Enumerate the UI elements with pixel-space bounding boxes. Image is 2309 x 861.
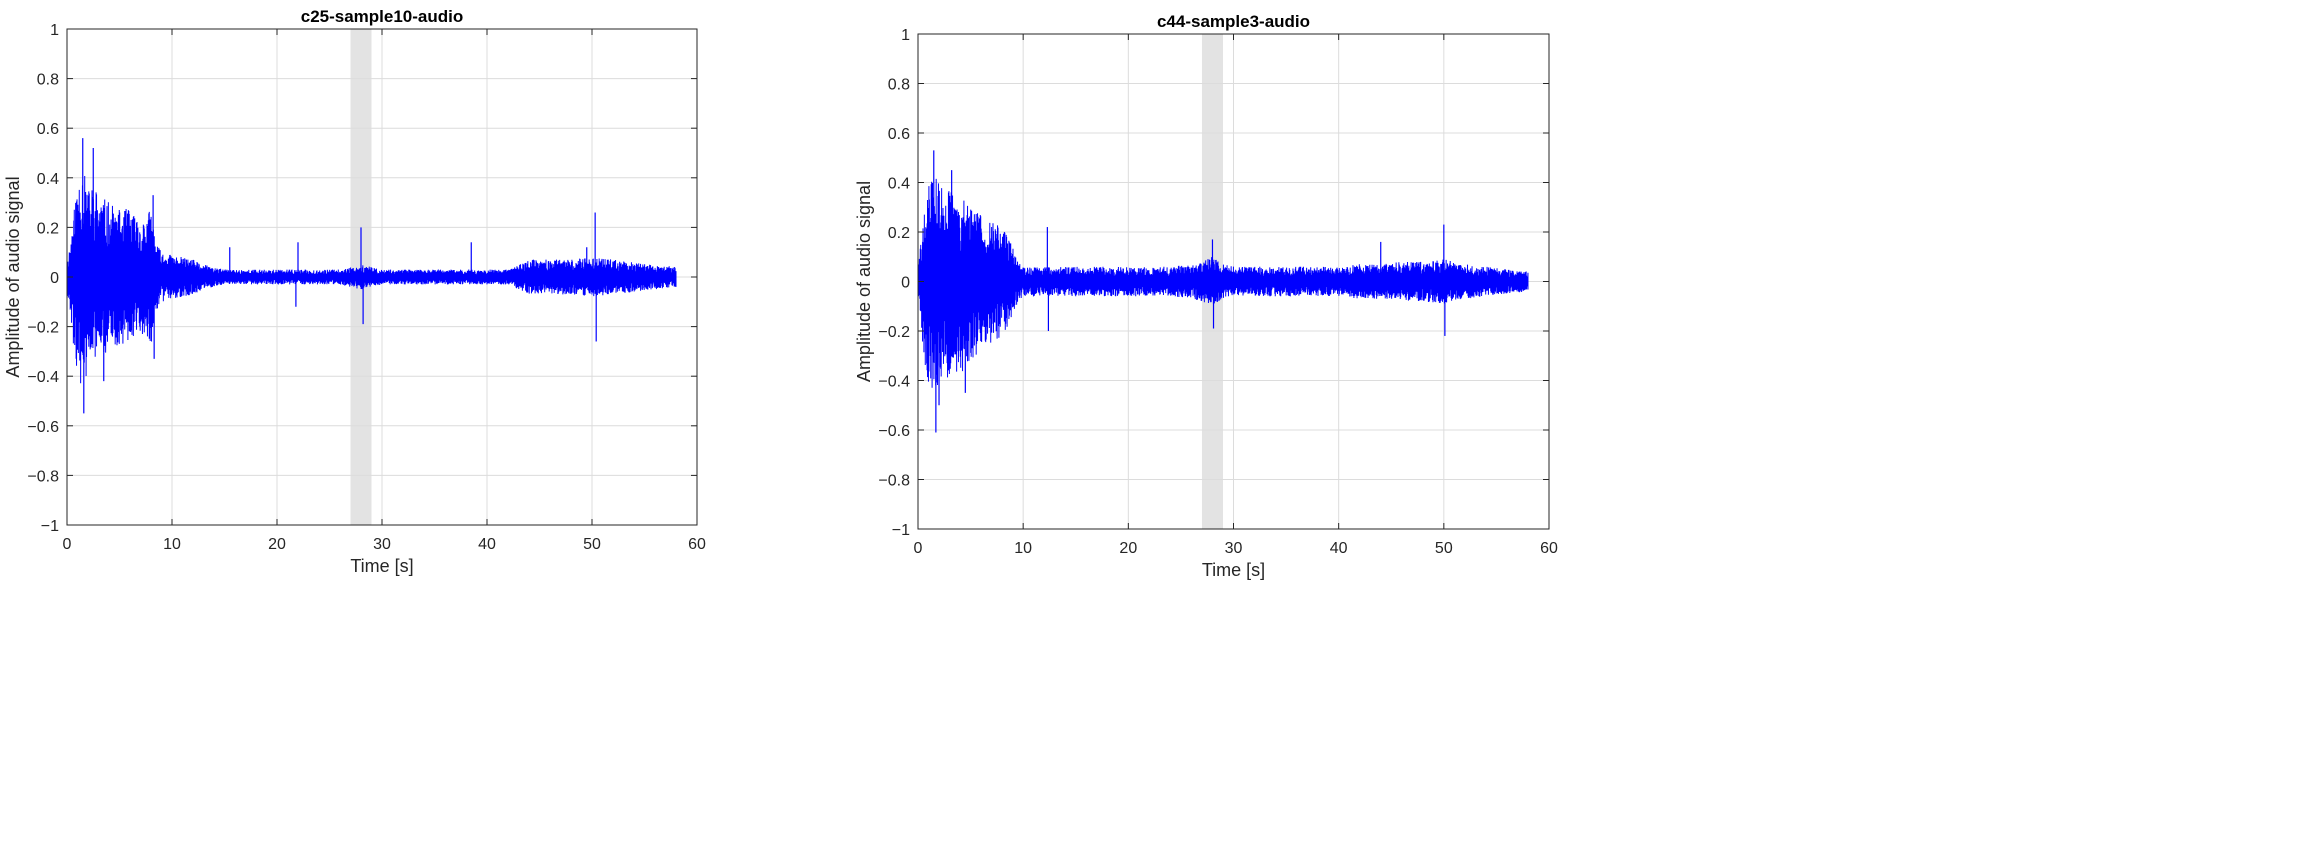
- y-axis-label: Amplitude of audio signal: [854, 181, 874, 382]
- chart-left: 0 10 20 30 40 50 60 1 0.8 0.6 0.4 0.2 0 −0.2 −0.4 −0.6 −…: [3, 7, 706, 576]
- chart-title: c44-sample3-audio: [1157, 12, 1310, 31]
- y-tick-label: 0.6: [37, 121, 59, 138]
- y-tick-label: −0.4: [878, 374, 910, 391]
- y-tick-label: 0: [50, 270, 59, 287]
- y-tick-label: −0.8: [878, 473, 910, 490]
- chart-left-panel: 0 10 20 30 40 50 60 1 0.8 0.6 0.4 0.2 0 −0.2 −0.4 −0.6−…: [0, 0, 1040, 856]
- x-tick-label: 60: [688, 536, 706, 553]
- y-tick-label: 0.4: [37, 171, 59, 188]
- x-tick-label: 0: [63, 536, 72, 553]
- chart-right: 0 10 20 30 40 50 60 1 0.8 0.6 0.4 0.2 0 −0.2 −0.4 −0.6 −…: [854, 12, 1558, 580]
- x-tick-label: 20: [268, 536, 286, 553]
- y-tick-label: 0.8: [888, 77, 910, 94]
- x-tick-label: 10: [163, 536, 181, 553]
- x-tick-label: 40: [478, 536, 496, 553]
- x-tick-label: 50: [1435, 540, 1453, 557]
- x-tick-label: 30: [1225, 540, 1243, 557]
- x-tick-label: 50: [583, 536, 601, 553]
- y-tick-label: −0.4: [27, 369, 59, 386]
- y-tick-label: −1: [41, 518, 59, 535]
- y-tick-label: 1: [901, 27, 910, 44]
- y-tick-label: −0.6: [27, 419, 59, 436]
- y-tick-label: −1: [892, 522, 910, 539]
- y-tick-label: 0.8: [37, 72, 59, 89]
- y-tick-label: −0.8: [27, 468, 59, 485]
- signal-waveform: [66, 175, 677, 384]
- x-tick-label: 30: [373, 536, 391, 553]
- x-tick-label: 20: [1119, 540, 1137, 557]
- y-tick-label: −0.6: [878, 423, 910, 440]
- y-tick-label: 0.2: [888, 225, 910, 242]
- x-tick-label: 0: [914, 540, 923, 557]
- chart-right-panel: 0 10 20 30 40 50 60 1 0.8 0.6 0.4 0.2 0 −0.2 −0.4 −0.6 −…: [840, 0, 2309, 856]
- y-tick-label: −0.2: [878, 324, 910, 341]
- y-tick-label: 0: [901, 275, 910, 292]
- y-tick-label: 0.2: [37, 220, 59, 237]
- y-tick-label: 0.6: [888, 126, 910, 143]
- chart-title: c25-sample10-audio: [301, 7, 464, 26]
- x-axis-label: Time [s]: [350, 556, 413, 576]
- y-axis-label: Amplitude of audio signal: [3, 176, 23, 377]
- y-tick-label: 0.4: [888, 176, 910, 193]
- x-axis-label: Time [s]: [1202, 560, 1265, 580]
- signal-waveform: [917, 178, 1529, 388]
- x-tick-label: 40: [1330, 540, 1348, 557]
- y-tick-label: 1: [50, 22, 59, 39]
- x-tick-label: 60: [1540, 540, 1558, 557]
- y-tick-label: −0.2: [27, 320, 59, 337]
- x-tick-label: 10: [1014, 540, 1032, 557]
